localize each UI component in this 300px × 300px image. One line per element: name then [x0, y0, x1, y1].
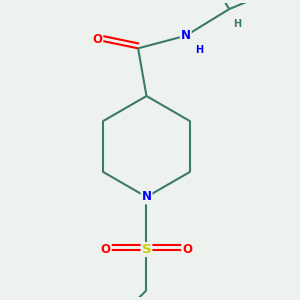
Text: O: O: [101, 243, 111, 256]
Text: H: H: [233, 19, 242, 29]
Text: O: O: [182, 243, 192, 256]
Text: H: H: [195, 45, 203, 55]
Text: N: N: [181, 29, 191, 42]
Text: N: N: [142, 190, 152, 203]
Text: O: O: [92, 33, 102, 46]
Text: S: S: [142, 243, 151, 256]
